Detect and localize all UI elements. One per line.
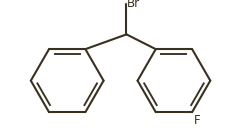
Text: Br: Br [126, 0, 139, 10]
Text: F: F [193, 114, 200, 127]
